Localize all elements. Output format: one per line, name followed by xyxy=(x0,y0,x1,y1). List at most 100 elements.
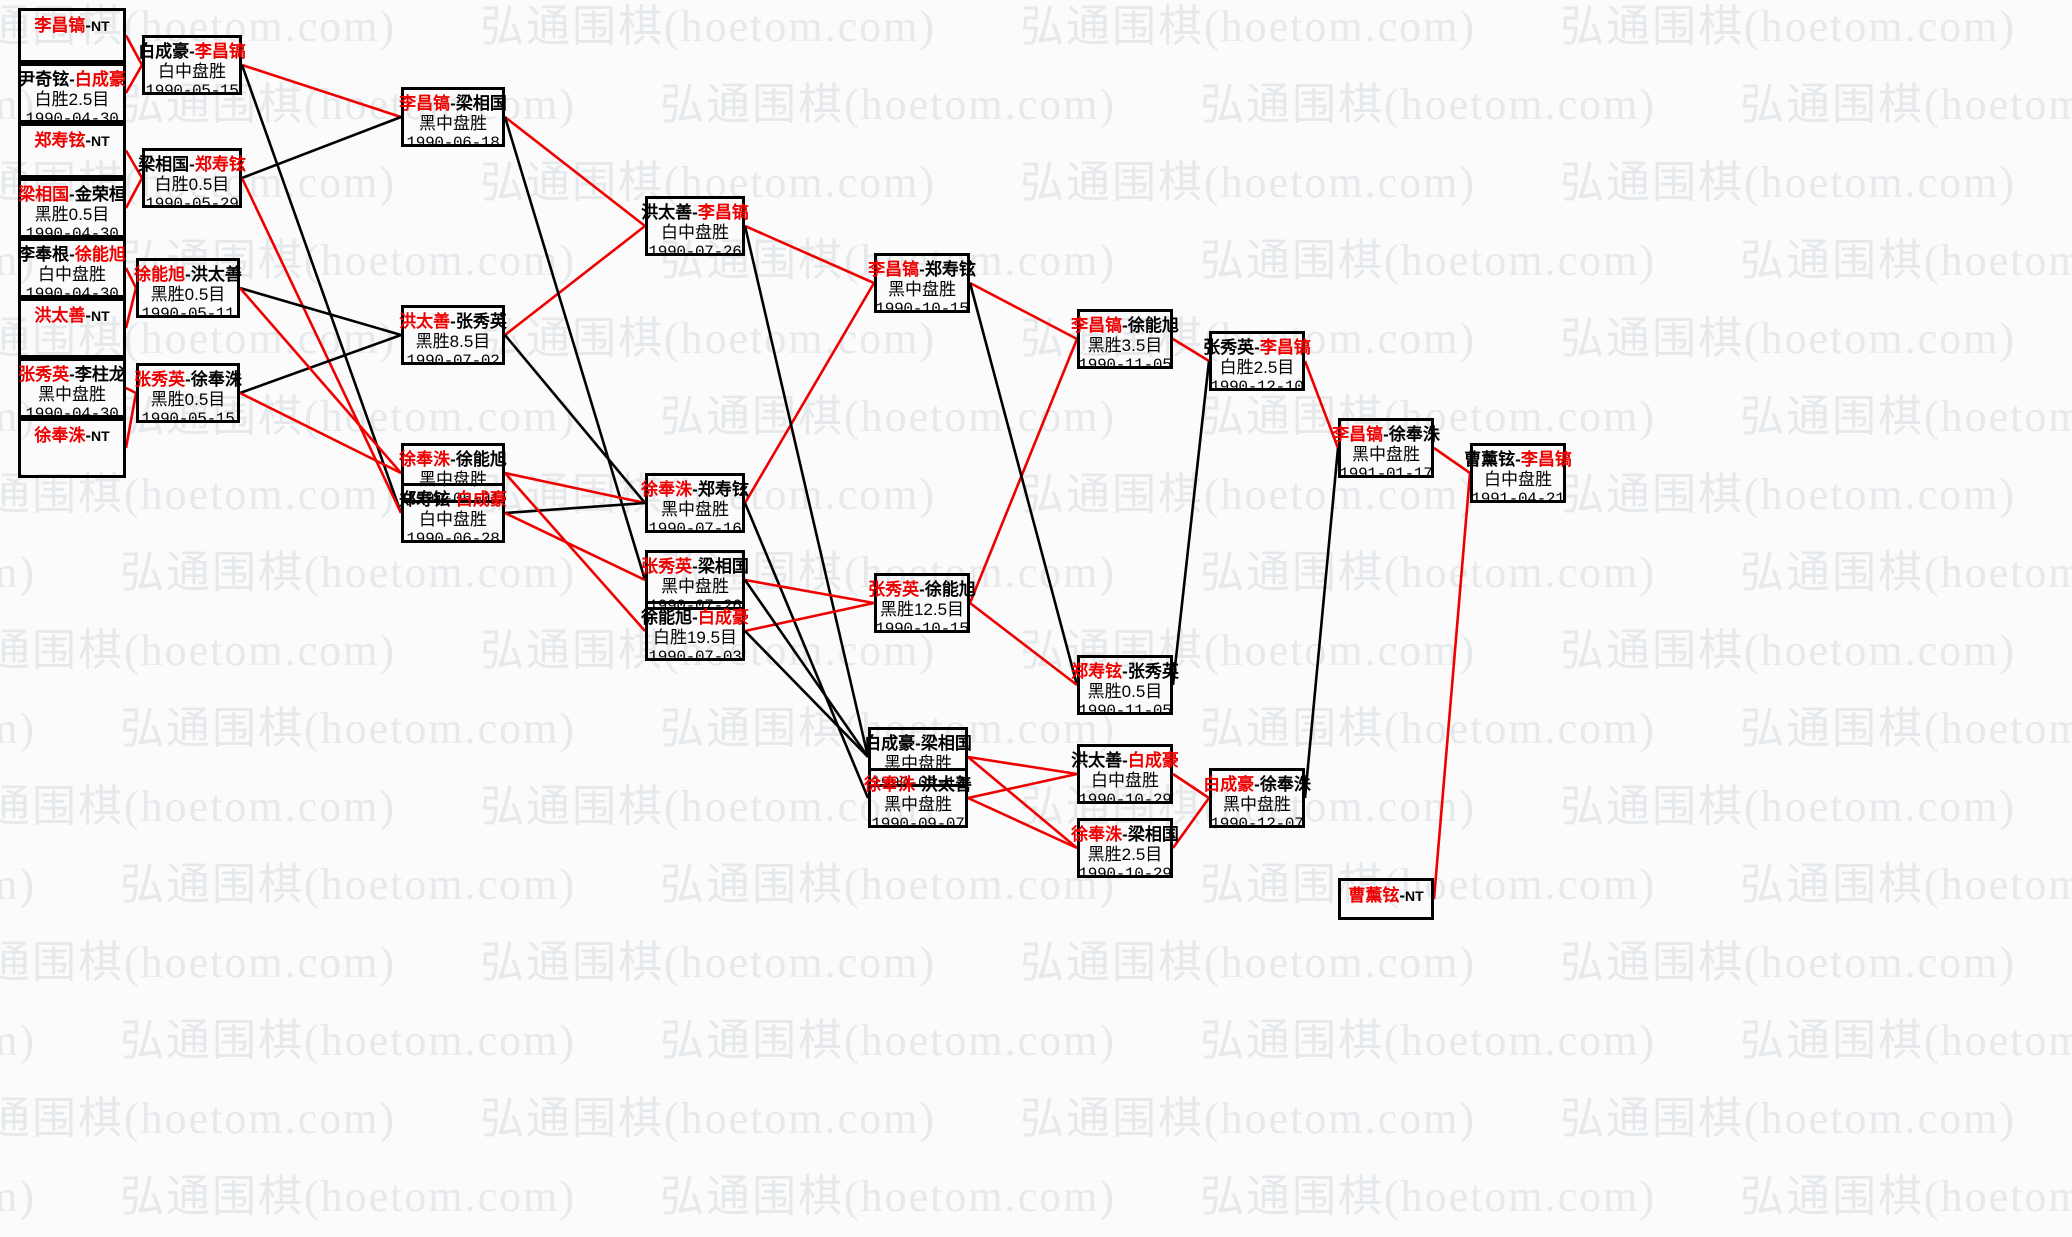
match-box[interactable]: 张秀英-李柱龙 黑中盘胜 1990-04-30 xyxy=(18,358,126,423)
bracket-edge xyxy=(969,601,1078,687)
bracket-edge xyxy=(124,287,138,329)
match-box[interactable]: 张秀英-徐奉洙 黑胜0.5目 1990-05-15 xyxy=(134,363,242,428)
match-box[interactable]: 尹奇铉-白成豪 白胜2.5目 1990-04-30 xyxy=(18,63,126,128)
player-separator: - xyxy=(919,580,925,599)
match-players: 张秀英-徐能旭 xyxy=(868,576,976,600)
player-one: 郑寿铉 xyxy=(34,131,86,150)
match-box[interactable]: 李奉根-徐能旭 白中盘胜 1990-04-30 xyxy=(18,238,126,303)
match-box[interactable]: 白成豪-徐奉洙 黑中盘胜 1990-12-07 xyxy=(1203,768,1311,833)
match-box[interactable]: 李昌镐-徐能旭 黑胜3.5目 1990-11-05 xyxy=(1071,309,1179,374)
watermark-text: 弘通围棋(hoetom.com) xyxy=(120,704,577,753)
watermark-text: 弘通围棋(hoetom.com) xyxy=(480,938,937,987)
match-box[interactable]: 徐奉洙-洪太善 黑中盘胜 1990-09-07 xyxy=(864,768,972,833)
match-result: 黑中盘胜 xyxy=(661,577,729,597)
player-one: 李奉根 xyxy=(18,245,70,264)
match-box[interactable]: 洪太善-NT xyxy=(18,298,126,358)
match-players: 白成豪-梁相国 xyxy=(864,730,972,754)
player-two: 洪太善 xyxy=(920,775,972,794)
match-box[interactable]: 白成豪-李昌镐 白中盘胜 1990-05-15 xyxy=(138,35,246,100)
match-box[interactable]: 徐能旭-洪太善 黑胜0.5目 1990-05-11 xyxy=(134,258,242,323)
player-separator: - xyxy=(450,490,456,509)
player-one: 白成豪 xyxy=(864,734,916,753)
match-result: 黑中盘胜 xyxy=(888,280,956,300)
player-one: 梁相国 xyxy=(18,185,70,204)
match-result: 黑胜0.5目 xyxy=(150,285,226,305)
player-separator: - xyxy=(1122,662,1128,681)
match-result: 白中盘胜 xyxy=(38,265,106,285)
match-result: 黑中盘胜 xyxy=(419,114,487,134)
watermark-text: 弘通围棋(hoetom.com) xyxy=(1200,1016,1657,1065)
match-players: 张秀英-李柱龙 xyxy=(18,361,126,385)
match-date: 1990-07-03 xyxy=(648,648,742,667)
player-two: 洪太善 xyxy=(190,265,242,284)
match-box[interactable]: 徐奉洙-NT xyxy=(18,418,126,478)
player-one: 洪太善 xyxy=(34,306,86,325)
player-separator: - xyxy=(450,312,456,331)
match-players: 徐奉洙-郑寿铉 xyxy=(641,476,749,500)
match-box[interactable]: 洪太善-白成豪 白中盘胜 1990-10-29 xyxy=(1071,744,1179,809)
watermark-text: 弘通围棋(hoetom.com) xyxy=(660,1016,1117,1065)
watermark-text: 弘通围棋(hoetom.com) xyxy=(1200,704,1657,753)
match-box[interactable]: 梁相国-金荣桓 黑胜0.5目 1990-04-30 xyxy=(18,178,126,243)
match-players: 郑寿铉-NT xyxy=(34,126,109,151)
match-date: 1990-06-01 xyxy=(406,490,500,509)
match-players: 徐奉洙-梁相国 xyxy=(1071,821,1179,845)
match-box[interactable]: 郑寿铉-NT xyxy=(18,123,126,178)
match-box[interactable]: 梁相国-郑寿铉 白胜0.5目 1990-05-29 xyxy=(138,148,246,213)
bracket-edge xyxy=(504,224,646,337)
match-date: 1990-06-28 xyxy=(406,530,500,549)
match-date: 1990-05-15 xyxy=(145,82,239,101)
bracket-edge xyxy=(743,282,876,504)
match-box[interactable]: 洪太善-李昌镐 白中盘胜 1990-07-26 xyxy=(641,196,749,261)
watermark-text: 弘通围棋(hoetom.com) xyxy=(1740,548,2072,597)
match-date: 1990-10-15 xyxy=(875,300,969,319)
match-box[interactable]: 徐奉洙-郑寿铉 黑中盘胜 1990-07-16 xyxy=(641,473,749,538)
player-one: 徐能旭 xyxy=(641,608,693,627)
match-box[interactable]: 李昌镐-徐奉洙 黑中盘胜 1991-01-17 xyxy=(1332,418,1440,483)
match-box[interactable]: 李昌镐-郑寿铉 黑中盘胜 1990-10-15 xyxy=(868,253,976,318)
match-box[interactable]: 曹薰铉-李昌镐 白中盘胜 1991-04-21 xyxy=(1464,443,1572,508)
player-two: 徐奉洙 xyxy=(190,370,242,389)
match-result: 白中盘胜 xyxy=(661,223,729,243)
match-box[interactable]: 郑寿铉-张秀英 黑胜0.5目 1990-11-05 xyxy=(1071,655,1179,720)
match-players: 郑寿铉-张秀英 xyxy=(1071,658,1179,682)
bracket-edge xyxy=(504,501,646,515)
match-box[interactable]: 洪太善-张秀英 黑胜8.5目 1990-07-02 xyxy=(399,305,507,370)
match-date: 1990-11-05 xyxy=(1078,356,1172,375)
watermark-text: 弘通围棋(hoetom.com) xyxy=(0,782,397,831)
match-box[interactable]: 徐奉洙-梁相国 黑胜2.5目 1990-10-29 xyxy=(1071,818,1179,883)
player-one: 郑寿铉 xyxy=(1071,662,1123,681)
watermark-text: 弘通围棋(hoetom.com) xyxy=(1200,236,1657,285)
bracket-edge xyxy=(240,64,403,514)
match-result: 黑胜3.5目 xyxy=(1087,336,1163,356)
match-players: 李昌镐-徐奉洙 xyxy=(1332,421,1440,445)
match-players: 郑寿铉-白成豪 xyxy=(399,486,507,510)
player-separator: - xyxy=(185,265,191,284)
match-result: 白中盘胜 xyxy=(1484,470,1552,490)
match-date: 1991-04-21 xyxy=(1471,490,1565,509)
match-result: 黑胜2.5目 xyxy=(1087,845,1163,865)
player-separator: - xyxy=(692,608,698,627)
player-two: 徐能旭 xyxy=(74,245,126,264)
match-box[interactable]: 徐能旭-白成豪 白胜19.5目 1990-07-03 xyxy=(641,601,749,666)
watermark-text: 弘通围棋(hoetom.com) xyxy=(1740,1172,2072,1221)
match-box[interactable]: 曹薰铉-NT xyxy=(1338,878,1434,920)
player-separator: - xyxy=(692,557,698,576)
bracket-edge xyxy=(744,601,875,633)
watermark-text: 弘通围棋(hoetom.com) xyxy=(1020,2,1477,51)
match-box[interactable]: 李昌镐-NT xyxy=(18,8,126,63)
match-box[interactable]: 郑寿铉-白成豪 白中盘胜 1990-06-28 xyxy=(399,483,507,548)
watermark-text: 弘通围棋(hoetom.com) xyxy=(120,548,577,597)
match-players: 张秀英-徐奉洙 xyxy=(134,366,242,390)
bracket-edge xyxy=(239,391,402,475)
match-date: 1991-01-17 xyxy=(1339,465,1433,484)
match-box[interactable]: 张秀英-李昌镐 白胜2.5目 1990-12-10 xyxy=(1203,331,1311,396)
match-result: 黑胜0.5目 xyxy=(1087,682,1163,702)
match-box[interactable]: 张秀英-徐能旭 黑胜12.5目 1990-10-15 xyxy=(868,573,976,638)
player-one: 徐奉洙 xyxy=(399,450,451,469)
player-separator: - xyxy=(1383,425,1389,444)
player-separator: - xyxy=(69,365,75,384)
match-box[interactable]: 李昌镐-梁相国 黑中盘胜 1990-06-18 xyxy=(399,87,507,152)
match-players: 白成豪-徐奉洙 xyxy=(1203,771,1311,795)
